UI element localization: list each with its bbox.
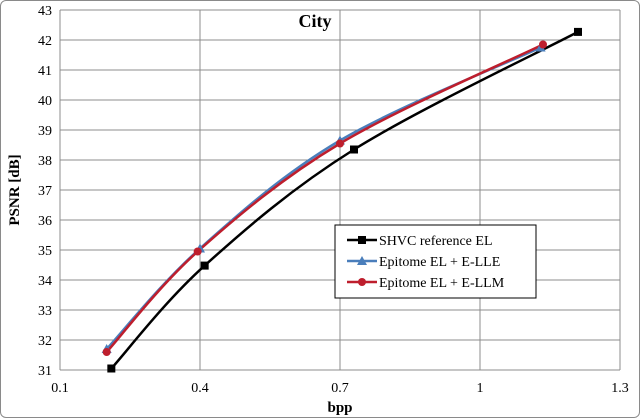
tick-labels: 31 32 33 34 35 36 37 38 39 40 41 42 43 0.1 0.4 0.7 1 1.3	[38, 4, 629, 396]
y-tick-label: 31	[38, 364, 52, 379]
y-tick-label: 40	[38, 94, 52, 109]
x-axis-title: bpp	[327, 400, 352, 416]
chart-title: City	[299, 11, 332, 31]
series-line-1	[110, 30, 579, 370]
data-point-series-1	[200, 261, 209, 270]
legend-marker-1	[358, 236, 366, 244]
data-point-series-3	[193, 247, 202, 256]
legend-label-1: SHVC reference EL	[379, 234, 493, 249]
data-point-series-1	[574, 27, 582, 36]
y-tick-label: 36	[38, 214, 52, 229]
legend-marker-2	[357, 256, 367, 265]
legend: SHVC reference EL Epitome EL + E-LLE Epito…	[334, 224, 537, 299]
data-point-series-3	[336, 139, 344, 148]
data-point-series-1	[350, 145, 358, 154]
x-tick-label: 1.3	[611, 381, 629, 396]
y-tick-label: 37	[38, 184, 52, 199]
y-tick-label: 32	[38, 334, 52, 349]
y-tick-label: 38	[38, 154, 52, 169]
y-tick-label: 33	[38, 304, 52, 319]
x-tick-label: 0.7	[331, 381, 349, 396]
data-point-series-3	[102, 348, 111, 356]
y-tick-label: 35	[38, 244, 52, 259]
x-tick-label: 0.1	[51, 381, 69, 396]
y-tick-label: 34	[38, 274, 52, 289]
y-tick-label: 43	[38, 4, 52, 19]
legend-marker-3	[358, 278, 366, 286]
legend-label-3: Epitome EL + E-LLM	[379, 276, 505, 291]
data-point-series-1	[107, 364, 116, 373]
x-tick-label: 1	[477, 381, 484, 396]
legend-label-2: Epitome EL + E-LLE	[379, 255, 500, 270]
y-tick-label: 42	[38, 34, 52, 49]
series-line-3	[105, 43, 544, 353]
y-tick-label: 39	[38, 124, 52, 139]
y-tick-label: 41	[38, 64, 52, 79]
data-point-series-3	[539, 40, 547, 49]
series-markers	[101, 27, 582, 373]
series-lines	[105, 30, 579, 370]
x-tick-label: 0.4	[191, 381, 209, 396]
y-axis-title: PSNR [dB]	[7, 154, 23, 225]
